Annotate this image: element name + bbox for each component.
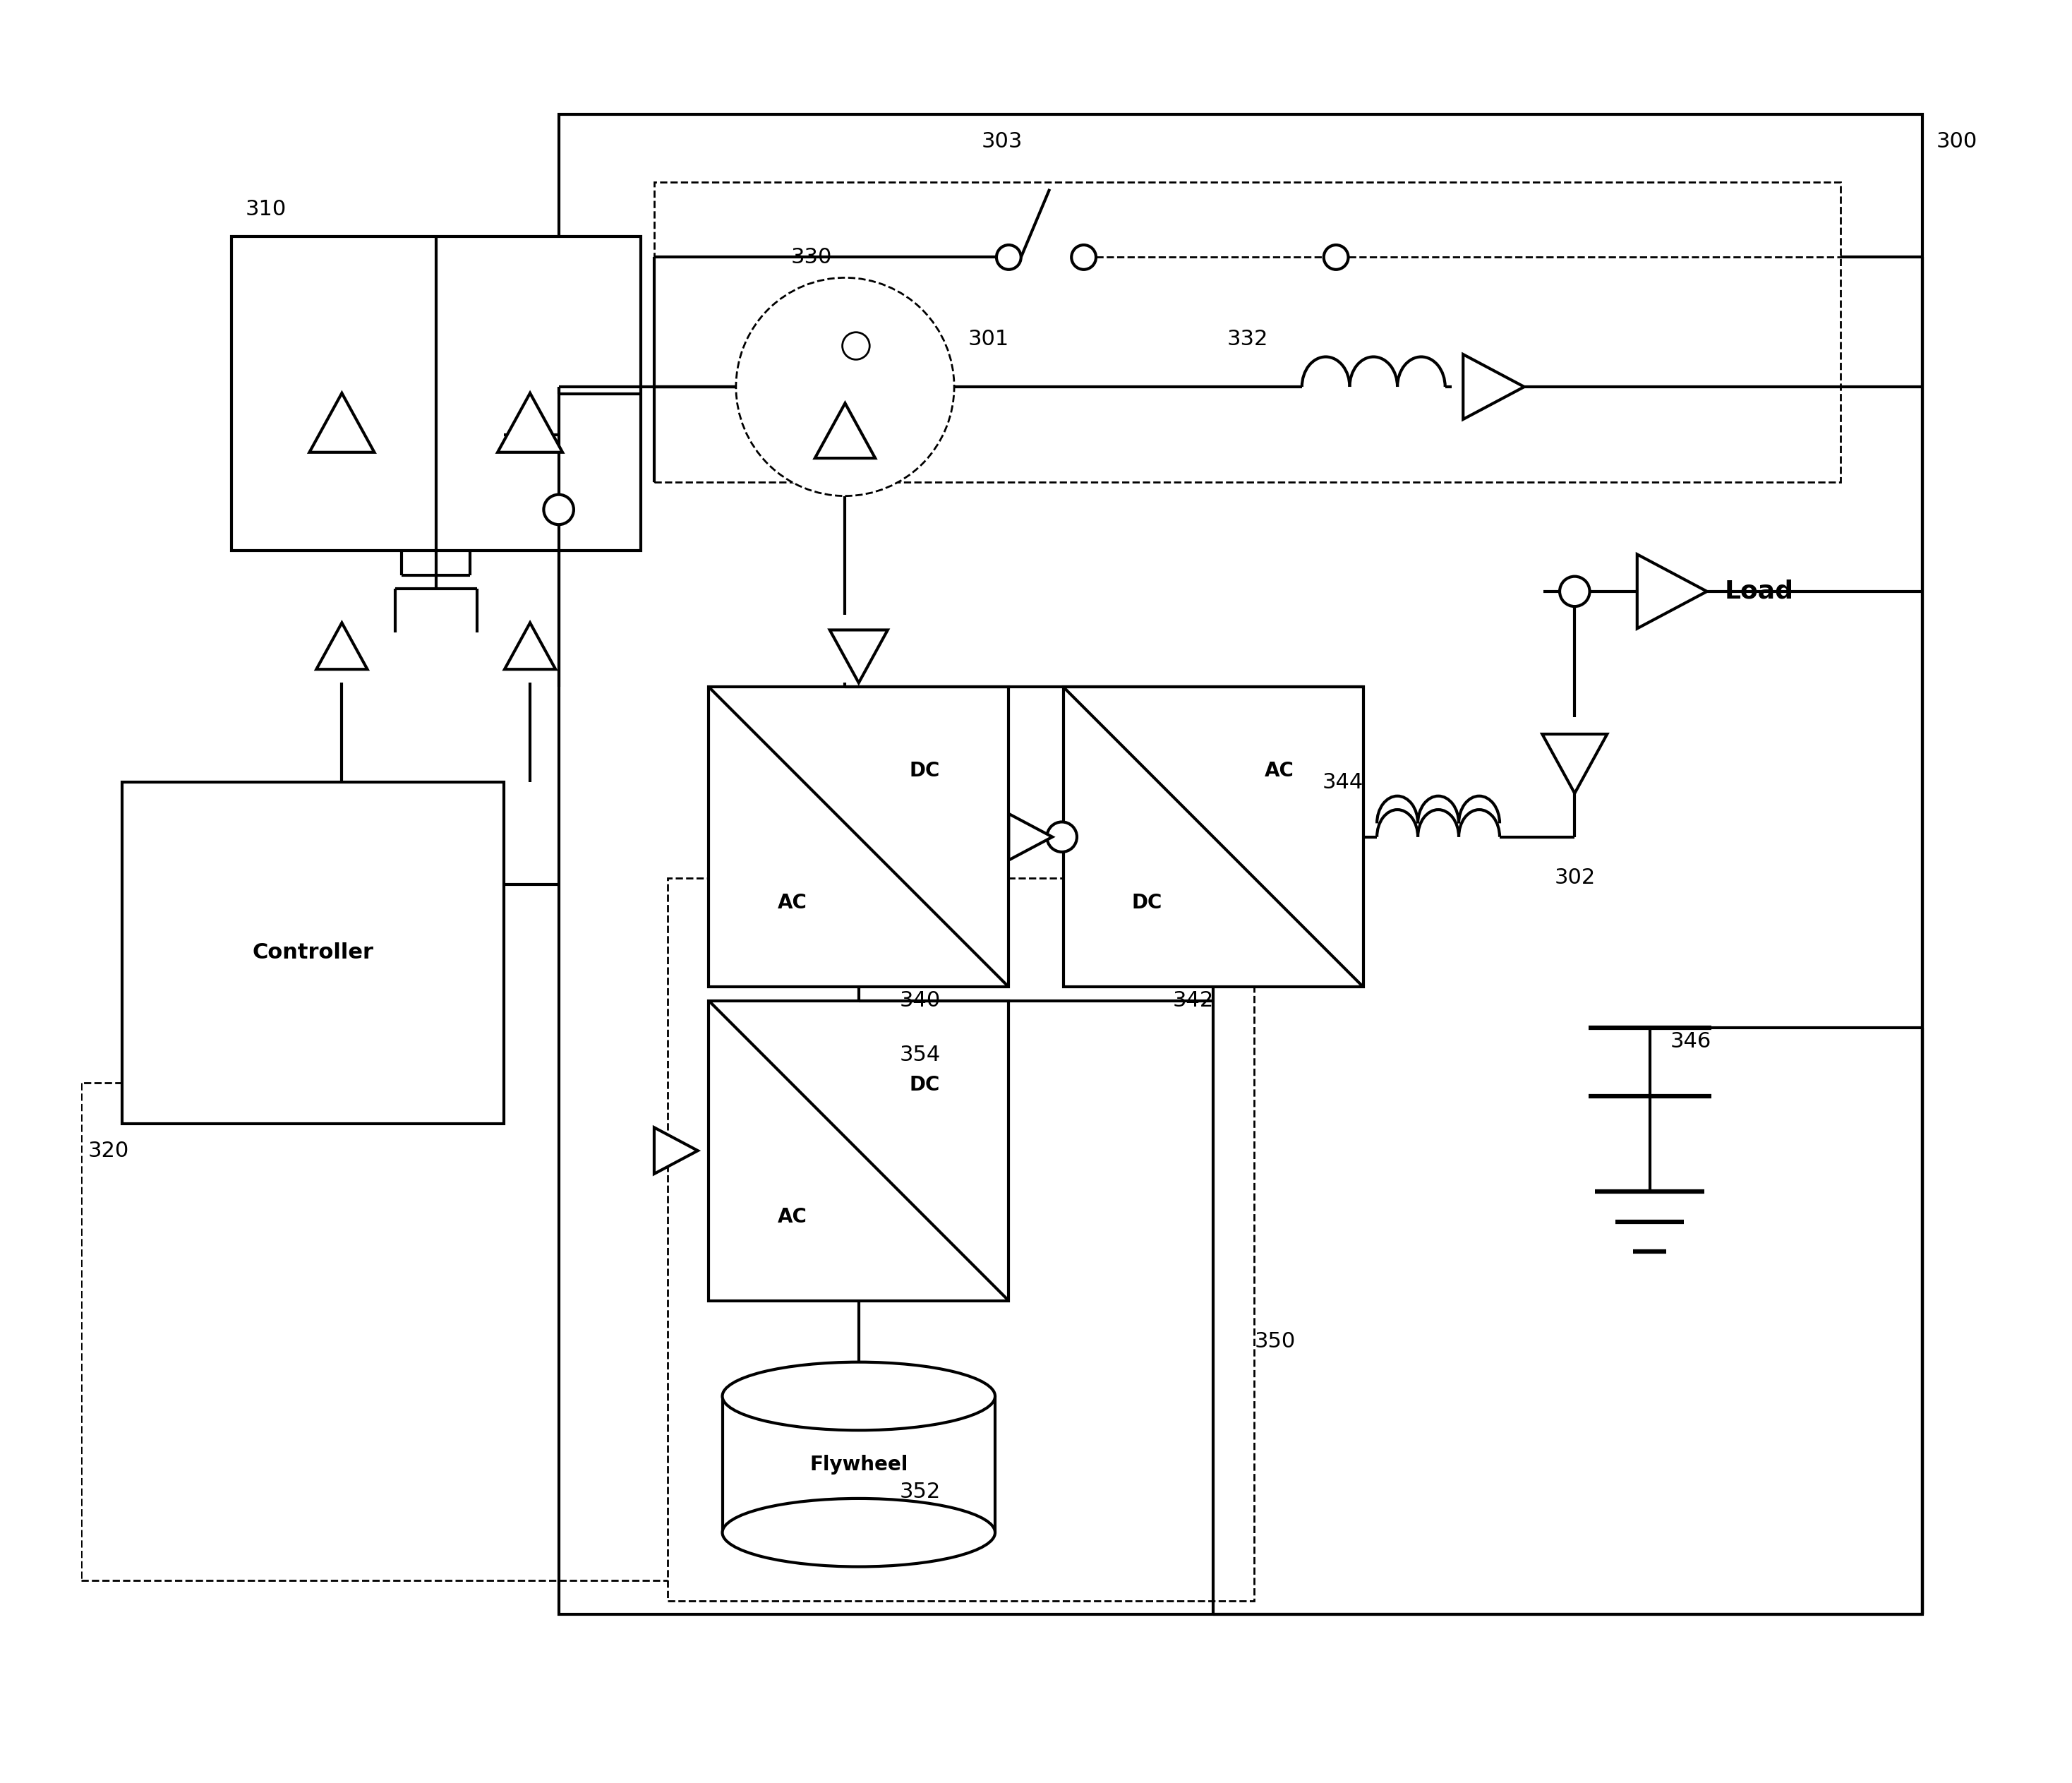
- Circle shape: [736, 278, 955, 496]
- Text: 303: 303: [982, 132, 1024, 152]
- Bar: [709, 1000, 1009, 1302]
- Bar: [667, 877, 1254, 1601]
- Bar: [232, 237, 640, 551]
- Circle shape: [1071, 244, 1096, 269]
- Text: 346: 346: [1670, 1031, 1711, 1052]
- Text: 344: 344: [1322, 772, 1363, 793]
- Circle shape: [843, 332, 870, 360]
- Text: 332: 332: [1227, 328, 1268, 349]
- Circle shape: [1324, 244, 1349, 269]
- Circle shape: [1560, 576, 1589, 606]
- Bar: [655, 182, 1840, 481]
- Polygon shape: [814, 403, 874, 458]
- Bar: [559, 114, 1923, 1614]
- Polygon shape: [497, 392, 562, 453]
- Text: 352: 352: [899, 1482, 941, 1501]
- Bar: [1063, 686, 1363, 988]
- Text: DC: DC: [910, 1075, 941, 1095]
- Bar: [122, 783, 503, 1123]
- Text: 340: 340: [899, 990, 941, 1011]
- Circle shape: [997, 244, 1021, 269]
- Text: Flywheel: Flywheel: [810, 1455, 908, 1475]
- Polygon shape: [309, 392, 375, 453]
- Text: Load: Load: [1724, 579, 1794, 603]
- Polygon shape: [1009, 813, 1053, 859]
- Polygon shape: [1542, 735, 1608, 793]
- Ellipse shape: [723, 1498, 995, 1567]
- Polygon shape: [317, 622, 367, 669]
- Polygon shape: [1637, 555, 1707, 629]
- Text: 310: 310: [244, 200, 286, 219]
- Text: AC: AC: [1264, 761, 1295, 781]
- Text: 350: 350: [1254, 1332, 1295, 1352]
- Polygon shape: [1463, 355, 1525, 419]
- Bar: [709, 686, 1009, 988]
- Text: 354: 354: [899, 1045, 941, 1066]
- Text: 330: 330: [792, 248, 831, 267]
- Polygon shape: [506, 622, 555, 669]
- Circle shape: [543, 494, 574, 524]
- Text: 301: 301: [968, 328, 1009, 349]
- Ellipse shape: [723, 1362, 995, 1430]
- Text: DC: DC: [1131, 893, 1162, 913]
- Text: 302: 302: [1554, 868, 1595, 888]
- Text: DC: DC: [910, 761, 941, 781]
- Text: 320: 320: [89, 1141, 128, 1161]
- Polygon shape: [829, 629, 887, 683]
- Polygon shape: [655, 1127, 698, 1173]
- Text: AC: AC: [777, 1207, 808, 1227]
- Text: 342: 342: [1173, 990, 1214, 1011]
- Text: Controller: Controller: [253, 943, 373, 963]
- Text: 300: 300: [1935, 132, 1977, 152]
- Circle shape: [1046, 822, 1077, 852]
- Text: AC: AC: [777, 893, 808, 913]
